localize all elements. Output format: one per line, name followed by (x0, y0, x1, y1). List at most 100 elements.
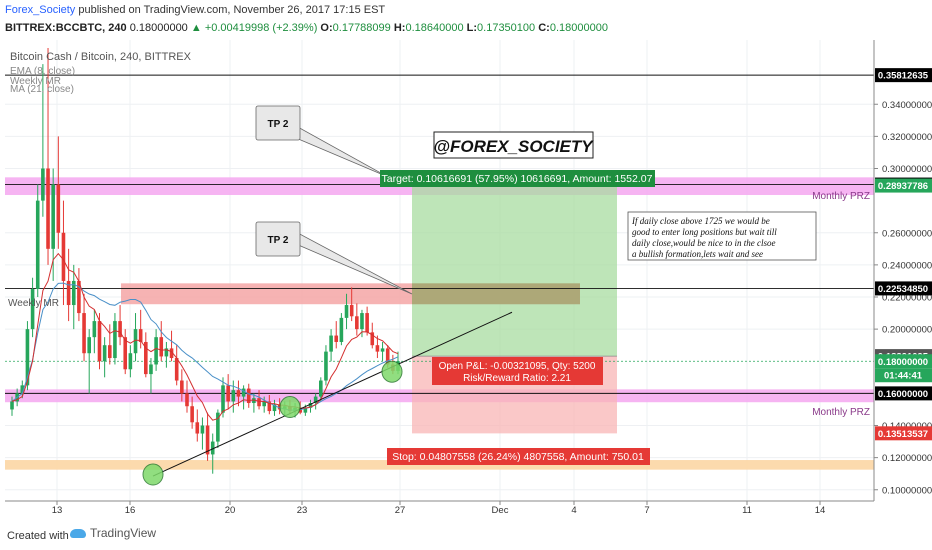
ma-line (11, 282, 399, 411)
candle-body (272, 404, 277, 412)
price-label-bg (875, 426, 932, 441)
candle-body (241, 388, 246, 397)
price-tick-label: 0.26000000 (882, 228, 932, 239)
candle-body (128, 353, 133, 370)
time-tick-label: 14 (815, 505, 826, 516)
pnl-line-2: Risk/Reward Ratio: 2.21 (463, 373, 571, 384)
candle-body (246, 388, 251, 404)
time-axis[interactable]: 13 16 20 23 27 Dec 4 7 11 14 (52, 501, 826, 516)
candle-body (46, 168, 50, 249)
candle-body (25, 329, 30, 386)
symbol-label: BITTREX:BCCBTC, 240 (5, 22, 127, 34)
price-tick-label: 0.22000000 (882, 293, 932, 304)
touch-point-circle (381, 360, 403, 383)
note-line-1: If daily close above 1725 we would be (631, 216, 770, 226)
tp-callout-2[interactable]: TP 2 (255, 221, 413, 295)
touch-point-circle (279, 396, 301, 419)
candle-body (329, 335, 333, 352)
price-label-text: 0.28937786 (878, 181, 928, 192)
price-axis[interactable]: 0.34000000 0.32000000 0.30000000 0.26000000… (874, 68, 932, 496)
note-line-3: daily close,would be nice to in the clso… (632, 238, 775, 248)
pnl-label[interactable]: Open P&L: -0.00321095, Qty: 5200 Risk/Re… (432, 357, 603, 385)
price-tick-label: 0.12000000 (882, 453, 932, 464)
grid-layer (5, 40, 874, 501)
low-label: L: (466, 22, 478, 34)
published-text: published on TradingView.com, November 2… (78, 4, 386, 16)
ohlc-readout: BITTREX:BCCBTC, 240 0.18000000 ▲ +0.0041… (5, 22, 608, 34)
price-label-text: 0.35812635 (878, 71, 929, 82)
time-tick-label: 13 (52, 505, 63, 516)
weekly-mr-label-2: Weekly MR (8, 298, 59, 309)
candle-body (138, 329, 143, 342)
chart-title: Bitcoin Cash / Bitcoin, 240, BITTREX (10, 51, 192, 63)
tradingview-brand[interactable]: TradingView (70, 526, 156, 540)
price-chart[interactable]: 0.34000000 0.32000000 0.30000000 0.26000000… (0, 40, 932, 518)
trend-line (152, 311, 513, 477)
high-label: H: (393, 22, 406, 34)
candle-body (169, 348, 174, 359)
tp-callout-1-box (255, 105, 301, 141)
candle-body (344, 305, 349, 318)
candle-body (35, 200, 40, 289)
candle-body (61, 232, 66, 281)
ema-legend: EMA (8, close) (10, 66, 75, 77)
close-value: 0.18000000 (549, 22, 608, 34)
candle-body (123, 337, 128, 370)
candle-body (257, 398, 261, 407)
monthly-prz-top-label: Monthly PRZ (812, 191, 870, 202)
time-tick-label: Dec (492, 505, 509, 516)
candle-body (41, 168, 45, 201)
candle-body (231, 390, 236, 402)
stop-label[interactable]: Stop: 0.04807558 (26.24%) 4807558, Amoun… (387, 448, 650, 465)
stop-label-bg (387, 448, 650, 465)
time-tick-label: 23 (297, 505, 308, 516)
candle-body (10, 401, 14, 410)
time-tick-label: 20 (225, 505, 236, 516)
price-tick-label: 0.30000000 (882, 164, 932, 175)
candle-body (313, 396, 318, 404)
candle-body (349, 305, 354, 317)
created-with-text: Created with (7, 530, 69, 542)
candle-body (355, 316, 359, 330)
header-bar: Forex_Society published on TradingView.c… (0, 0, 932, 40)
candle-body (190, 406, 194, 423)
candle-body (380, 348, 385, 352)
price-label-text: 0.16000000 (878, 389, 928, 400)
brand-box-text: @FOREX_SOCIETY (433, 137, 594, 156)
target-label-bg (380, 170, 655, 187)
price-label-bg (875, 68, 932, 83)
price-label-text: 0.13513537 (878, 429, 928, 440)
candle-body (71, 280, 76, 306)
candle-body (262, 401, 266, 407)
time-tick-label: 11 (742, 505, 752, 516)
tp-callout-1-text: TP 2 (268, 119, 289, 130)
last-price: 0.18000000 (129, 22, 188, 34)
candle-body (216, 412, 220, 442)
price-label-bg (875, 354, 932, 369)
candle-body (360, 313, 364, 330)
candle-body (149, 364, 153, 375)
candle-body (185, 393, 189, 407)
note-line-2: good to enter long positions but wait ti… (632, 227, 777, 237)
time-tick-label: 27 (395, 505, 406, 516)
candle-body (210, 441, 215, 455)
footer-bar: Created with TradingView (0, 518, 932, 550)
candle-body (56, 184, 61, 233)
tp-callout-1[interactable]: TP 2 (255, 105, 389, 178)
note-box[interactable]: If daily close above 1725 we would be go… (627, 211, 817, 261)
target-label[interactable]: Target: 0.10616691 (57.95%) 10616691, Am… (380, 170, 655, 187)
price-label-text: 01:44:41 (884, 371, 923, 382)
candle-body (118, 321, 122, 338)
ema-line (11, 252, 399, 421)
price-label-bg (875, 178, 932, 193)
candle-body (164, 348, 169, 357)
author-link[interactable]: Forex_Society (5, 4, 76, 16)
change-value: ▲ +0.00419998 (+2.39%) (190, 22, 318, 34)
stop-label-text: Stop: 0.04807558 (26.24%) 4807558, Amoun… (392, 451, 644, 463)
candle-body (174, 358, 179, 381)
open-label: O: (320, 22, 333, 34)
candle-body (77, 280, 81, 314)
candle-body (267, 401, 272, 412)
pnl-label-bg (432, 357, 603, 385)
candle-body (87, 337, 91, 354)
